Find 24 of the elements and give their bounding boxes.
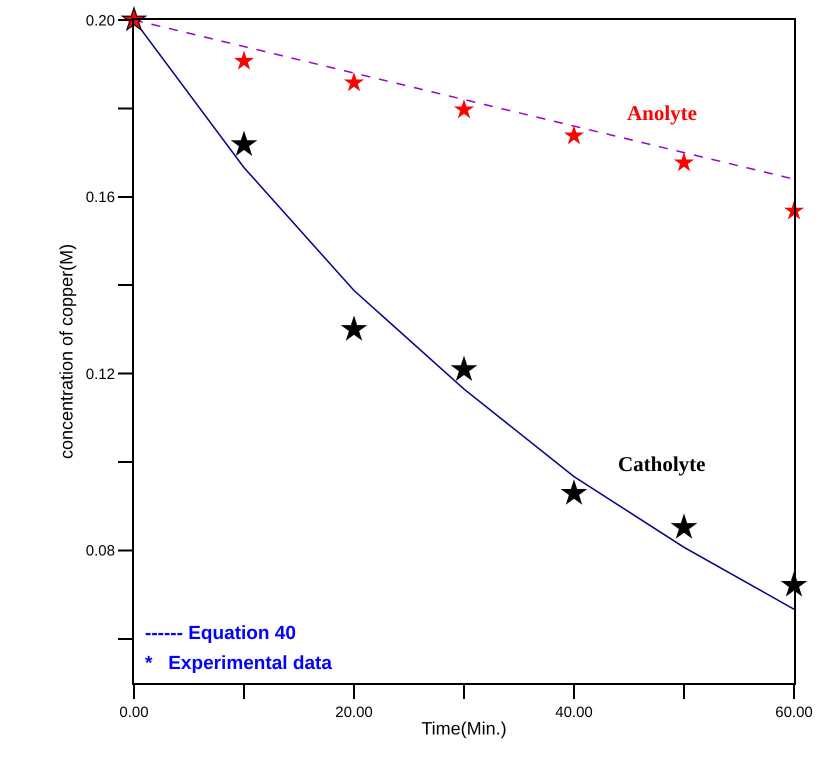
x-tick-label: 20.00	[335, 704, 373, 721]
point	[450, 356, 478, 381]
annotation: Anolyte	[627, 101, 697, 125]
annotation: ------ Equation 40	[145, 623, 296, 644]
point	[564, 125, 584, 144]
annotation: Catholyte	[618, 452, 706, 476]
y-tick-label: 0.08	[86, 542, 115, 560]
y-tick-label: 0.16	[86, 189, 115, 206]
point	[560, 479, 588, 505]
x-axis-title: Time(Min.)	[421, 718, 507, 739]
x-tick-label: 60.00	[775, 704, 813, 721]
point	[230, 130, 258, 156]
x-tick-label: 40.00	[555, 704, 593, 721]
point	[340, 315, 368, 341]
point	[454, 99, 474, 118]
y-tick-label: 0.12	[86, 366, 115, 383]
point	[670, 513, 698, 539]
annotation: * Experimental data	[145, 653, 332, 674]
y-axis-title: concentration of copper(M)	[56, 244, 76, 460]
x-tick-label: 0.00	[119, 704, 149, 721]
point	[234, 50, 254, 70]
y-tick-label: 0.20	[86, 12, 115, 30]
point	[674, 152, 694, 172]
point	[344, 72, 364, 92]
